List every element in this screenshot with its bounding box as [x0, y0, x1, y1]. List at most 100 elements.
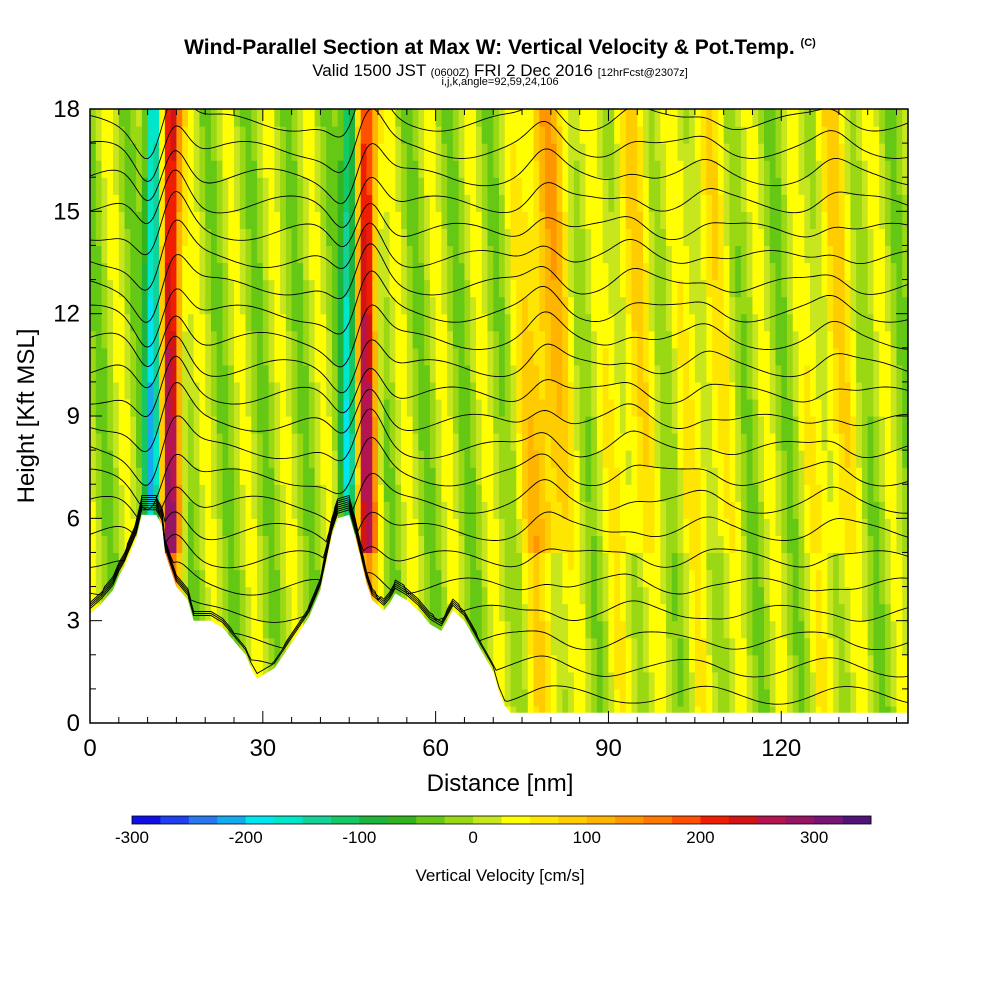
- heatmap-column: [568, 109, 575, 723]
- y-tick-label: 12: [53, 301, 80, 328]
- heatmap-column: [493, 109, 500, 723]
- heatmap-column: [850, 109, 857, 723]
- isentrope-line: [90, 509, 908, 705]
- heatmap-column: [735, 109, 742, 723]
- heatmap-column: [527, 109, 535, 723]
- colorbar-swatch: [643, 816, 673, 824]
- colorbar-frame: [131, 815, 872, 825]
- colorbar-tick-label: 0: [468, 828, 477, 847]
- heatmap-column: [896, 109, 903, 723]
- heatmap-column: [625, 109, 633, 723]
- isentrope-line: [90, 472, 908, 525]
- heatmap-column: [712, 109, 719, 723]
- colorbar-swatch: [359, 816, 389, 824]
- isentrope-line: [90, 304, 908, 368]
- colorbar-swatch: [586, 816, 616, 824]
- heatmap-column: [740, 109, 748, 723]
- heatmap-column: [758, 109, 765, 723]
- isentrope-line: [90, 355, 908, 418]
- heatmap-column: [499, 109, 506, 723]
- heatmap-column: [545, 109, 552, 723]
- colorbar-swatch: [330, 816, 360, 824]
- heatmap-column: [643, 109, 650, 723]
- isentrope-line: [90, 335, 908, 394]
- heatmap-column: [798, 109, 805, 723]
- heatmap-column: [285, 109, 293, 723]
- isentrope-line: [90, 501, 908, 596]
- colorbar-swatch: [416, 816, 446, 824]
- colorbar-tick-label: 300: [800, 828, 828, 847]
- heatmap-column: [614, 109, 621, 723]
- y-tick-label: 0: [67, 710, 80, 737]
- heatmap-column: [608, 109, 615, 723]
- isentrope-line: [90, 408, 908, 486]
- heatmap-column: [781, 109, 788, 723]
- heatmap-column: [602, 109, 610, 723]
- heatmap-column: [274, 109, 281, 723]
- heatmap-column: [251, 109, 258, 723]
- isentrope-line: [90, 496, 908, 543]
- heatmap-column: [556, 109, 563, 723]
- isentrope-line: [90, 382, 908, 453]
- x-tick-label: 90: [595, 735, 622, 762]
- heatmap-column: [838, 109, 846, 723]
- heatmap-column: [700, 109, 707, 723]
- heatmap-column: [550, 109, 558, 723]
- colorbar: -300 -200 -100 0 100 200 300: [115, 815, 872, 847]
- heatmap-column: [562, 109, 569, 723]
- heatmap-column: [245, 109, 252, 723]
- heatmap-column: [763, 109, 771, 723]
- heatmap-column: [516, 109, 523, 723]
- heatmap-column: [666, 109, 673, 723]
- heatmap-column: [677, 109, 684, 723]
- heatmap-column: [631, 109, 638, 723]
- colorbar-tick-label: -300: [115, 828, 149, 847]
- terrain-mask: [90, 514, 908, 723]
- colorbar-swatch: [274, 816, 303, 824]
- heatmap-column: [660, 109, 667, 723]
- colorbar-swatch: [785, 816, 815, 824]
- heatmap-column: [873, 109, 880, 723]
- chart-subtitle: Valid 1500 JST (0600Z) FRI 2 Dec 2016 [1…: [312, 61, 688, 80]
- isentrope-line: [90, 169, 908, 228]
- colorbar-label: Vertical Velocity [cm/s]: [415, 866, 584, 885]
- heatmap-column: [573, 109, 581, 723]
- isentrope-line: [90, 507, 908, 678]
- colorbar-swatch: [757, 816, 787, 824]
- x-axis-label: Distance [nm]: [427, 770, 574, 797]
- heatmap-column: [844, 109, 851, 723]
- colorbar-swatch: [302, 816, 332, 824]
- y-axis-label: Height [Kft MSL]: [13, 329, 40, 504]
- heatmap-column: [769, 109, 777, 723]
- isentrope-line: [90, 503, 908, 623]
- x-tick-label: 30: [249, 735, 276, 762]
- colorbar-swatch: [615, 816, 645, 824]
- colorbar-swatch: [700, 816, 730, 824]
- heatmap-column: [856, 109, 863, 723]
- heatmap-column: [234, 109, 241, 723]
- x-tick-label: 120: [761, 735, 801, 762]
- colorbar-swatch: [501, 816, 531, 824]
- colorbar-swatch: [672, 816, 701, 824]
- heatmap-column: [752, 109, 759, 723]
- heatmap-column: [787, 109, 794, 723]
- heatmap-column: [706, 109, 713, 723]
- heatmap-column: [239, 109, 247, 723]
- heatmap-column: [228, 109, 235, 723]
- isentrope-line: [90, 143, 908, 205]
- heatmap-column: [585, 109, 592, 723]
- chart-title: Wind-Parallel Section at Max W: Vertical…: [184, 36, 816, 59]
- colorbar-swatch: [842, 816, 872, 824]
- heatmap-column: [579, 109, 587, 723]
- heatmap-column: [694, 109, 702, 723]
- heatmap-column: [654, 109, 661, 723]
- colorbar-swatch: [814, 816, 843, 824]
- isentrope-line: [90, 109, 908, 183]
- heatmap-column: [902, 109, 908, 723]
- isentrope-line: [90, 505, 908, 651]
- isentrope-line: [90, 243, 908, 323]
- heatmap-column: [867, 109, 875, 723]
- heatmap-column: [504, 109, 512, 723]
- colorbar-swatch: [188, 816, 218, 824]
- heatmap-column: [596, 109, 604, 723]
